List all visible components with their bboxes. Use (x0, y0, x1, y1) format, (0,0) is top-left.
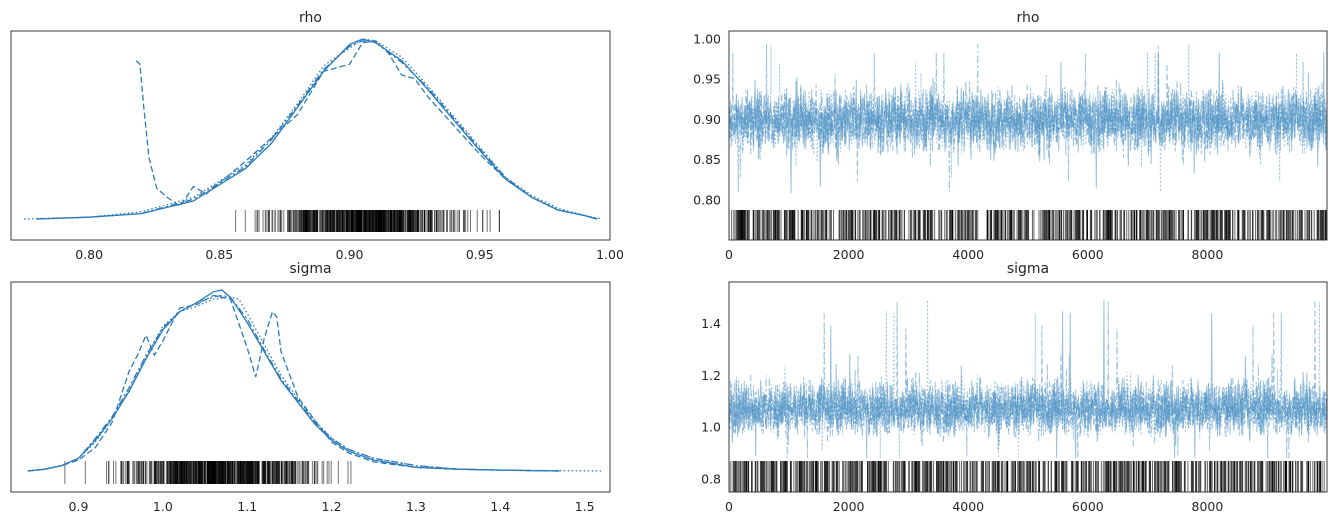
sigma-xtick-label: 0.9 (69, 499, 89, 514)
rho-trace-panel: 0.80 0.85 0.90 0.95 1.00 0 2000 4000 6000 8000 rho (693, 10, 1328, 262)
rho-xtick-label: 4000 (952, 247, 984, 262)
rho-ytick-label: 0.80 (693, 192, 721, 207)
rho-trace-chain-2 (729, 44, 1327, 192)
rho-axes-frame (10, 30, 611, 241)
sigma-xtick-label: 0 (725, 499, 733, 514)
sigma-density-chain-3 (27, 296, 602, 472)
sigma-axes-frame (728, 281, 1328, 493)
rho-density-title: rho (299, 10, 322, 26)
sigma-trace-panel: 0.8 1.0 1.2 1.4 0 2000 4000 6000 8000 sigma (701, 261, 1328, 514)
rho-rug (235, 210, 500, 232)
sigma-xtick-label: 1.0 (153, 499, 173, 514)
rho-xtick-label: 2000 (833, 247, 865, 262)
sigma-trace-title: sigma (1007, 261, 1049, 277)
sigma-xtick-label: 8000 (1192, 499, 1224, 514)
sigma-trace-chain-1 (729, 300, 1327, 459)
rho-trace-title: rho (1017, 10, 1040, 26)
sigma-trace-chain-2 (729, 301, 1327, 459)
sigma-xtick-label: 4000 (952, 499, 984, 514)
rho-ytick-label: 0.85 (693, 152, 721, 167)
sigma-ytick-label: 1.0 (701, 420, 721, 435)
rho-density-panel: 0.80 0.85 0.90 0.95 1.00 rho (10, 10, 624, 262)
rho-density-chain-1 (135, 40, 598, 220)
sigma-xtick-label: 2000 (833, 499, 865, 514)
rho-density-chain-2 (36, 40, 598, 220)
sigma-axes-frame (10, 281, 611, 493)
sigma-xtick-label: 1.5 (575, 499, 595, 514)
rho-ytick-label: 1.00 (693, 32, 721, 47)
sigma-xtick-label: 6000 (1072, 499, 1104, 514)
rho-xtick-label: 0.85 (205, 247, 233, 262)
rho-density-chain-0 (36, 38, 598, 220)
sigma-xtick-label: 1.4 (490, 499, 510, 514)
sigma-density-chain-2 (27, 294, 560, 472)
rho-axes-frame (728, 30, 1328, 241)
sigma-xtick-label: 1.2 (322, 499, 342, 514)
rho-xtick-label: 8000 (1192, 247, 1224, 262)
rho-trace-chain-3 (729, 44, 1327, 192)
sigma-ytick-label: 1.2 (701, 368, 721, 383)
rho-ytick-label: 0.95 (693, 72, 721, 87)
sigma-rug (64, 461, 352, 484)
sigma-trace-chain-3 (729, 300, 1327, 459)
rho-xtick-label: 0.90 (336, 247, 364, 262)
sigma-xtick-label: 1.1 (237, 499, 257, 514)
rho-trace-rug (729, 210, 1327, 240)
rho-density-chain-3 (23, 38, 603, 220)
rho-xtick-label: 0.80 (75, 247, 103, 262)
sigma-ytick-label: 1.4 (701, 316, 721, 331)
sigma-density-panel: 0.9 1.0 1.1 1.2 1.3 1.4 1.5 sigma (10, 261, 611, 514)
sigma-xtick-label: 1.3 (406, 499, 426, 514)
sigma-trace-rug (729, 461, 1325, 492)
sigma-trace-chain-0 (729, 300, 1327, 459)
sigma-density-chain-1 (27, 294, 560, 472)
rho-xtick-label: 0 (725, 247, 733, 262)
sigma-ytick-label: 0.8 (701, 472, 721, 487)
rho-xtick-label: 1.00 (596, 247, 624, 262)
sigma-density-chain-0 (27, 289, 560, 472)
sigma-density-title: sigma (289, 261, 331, 277)
rho-ytick-label: 0.90 (693, 112, 721, 127)
rho-xtick-label: 6000 (1072, 247, 1104, 262)
rho-xtick-label: 0.95 (466, 247, 494, 262)
